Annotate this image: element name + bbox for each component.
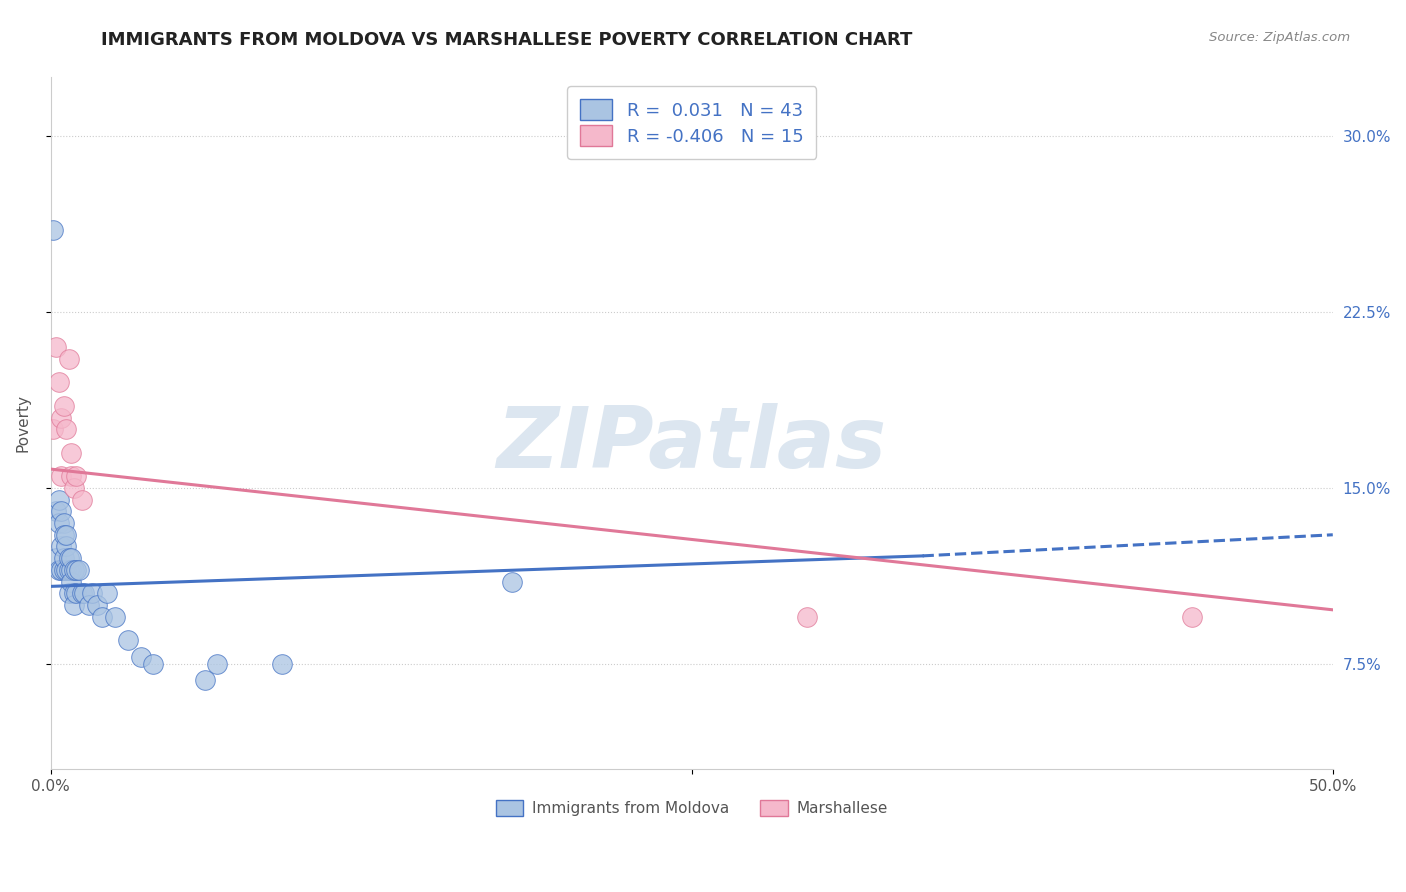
Point	[194, 673, 217, 688]
Text: Source: ZipAtlas.com: Source: ZipAtlas.com	[1209, 31, 1350, 45]
Point	[55, 422, 77, 436]
Point	[45, 504, 67, 518]
Point	[117, 633, 139, 648]
Point	[60, 445, 83, 459]
Point	[207, 657, 229, 671]
Point	[48, 516, 70, 530]
Point	[67, 563, 90, 577]
Point	[796, 610, 818, 624]
Point	[48, 376, 70, 390]
Point	[58, 351, 80, 366]
Point	[58, 551, 80, 566]
Point	[52, 516, 75, 530]
Point	[45, 340, 67, 354]
Point	[49, 410, 72, 425]
Point	[45, 551, 67, 566]
Point	[48, 492, 70, 507]
Point	[79, 598, 101, 612]
Point	[52, 563, 75, 577]
Point	[42, 422, 65, 436]
Point	[55, 563, 77, 577]
Legend: Immigrants from Moldova, Marshallese: Immigrants from Moldova, Marshallese	[488, 793, 896, 824]
Point	[52, 399, 75, 413]
Point	[270, 657, 292, 671]
Point	[70, 492, 93, 507]
Point	[60, 551, 83, 566]
Point	[58, 563, 80, 577]
Point	[49, 563, 72, 577]
Point	[60, 469, 83, 483]
Point	[86, 598, 108, 612]
Point	[48, 563, 70, 577]
Point	[501, 574, 523, 589]
Point	[49, 540, 72, 554]
Point	[65, 586, 87, 600]
Point	[49, 504, 72, 518]
Point	[60, 563, 83, 577]
Point	[91, 610, 114, 624]
Point	[52, 551, 75, 566]
Point	[58, 586, 80, 600]
Point	[80, 586, 103, 600]
Point	[142, 657, 165, 671]
Point	[63, 598, 86, 612]
Point	[104, 610, 127, 624]
Point	[65, 563, 87, 577]
Point	[129, 649, 152, 664]
Point	[60, 574, 83, 589]
Point	[73, 586, 96, 600]
Text: IMMIGRANTS FROM MOLDOVA VS MARSHALLESE POVERTY CORRELATION CHART: IMMIGRANTS FROM MOLDOVA VS MARSHALLESE P…	[101, 31, 912, 49]
Point	[42, 223, 65, 237]
Point	[63, 563, 86, 577]
Point	[49, 469, 72, 483]
Text: ZIPatlas: ZIPatlas	[496, 402, 887, 485]
Y-axis label: Poverty: Poverty	[15, 394, 30, 452]
Point	[52, 528, 75, 542]
Point	[65, 469, 87, 483]
Point	[96, 586, 118, 600]
Point	[1181, 610, 1204, 624]
Point	[55, 540, 77, 554]
Point	[63, 586, 86, 600]
Point	[70, 586, 93, 600]
Point	[63, 481, 86, 495]
Point	[55, 528, 77, 542]
